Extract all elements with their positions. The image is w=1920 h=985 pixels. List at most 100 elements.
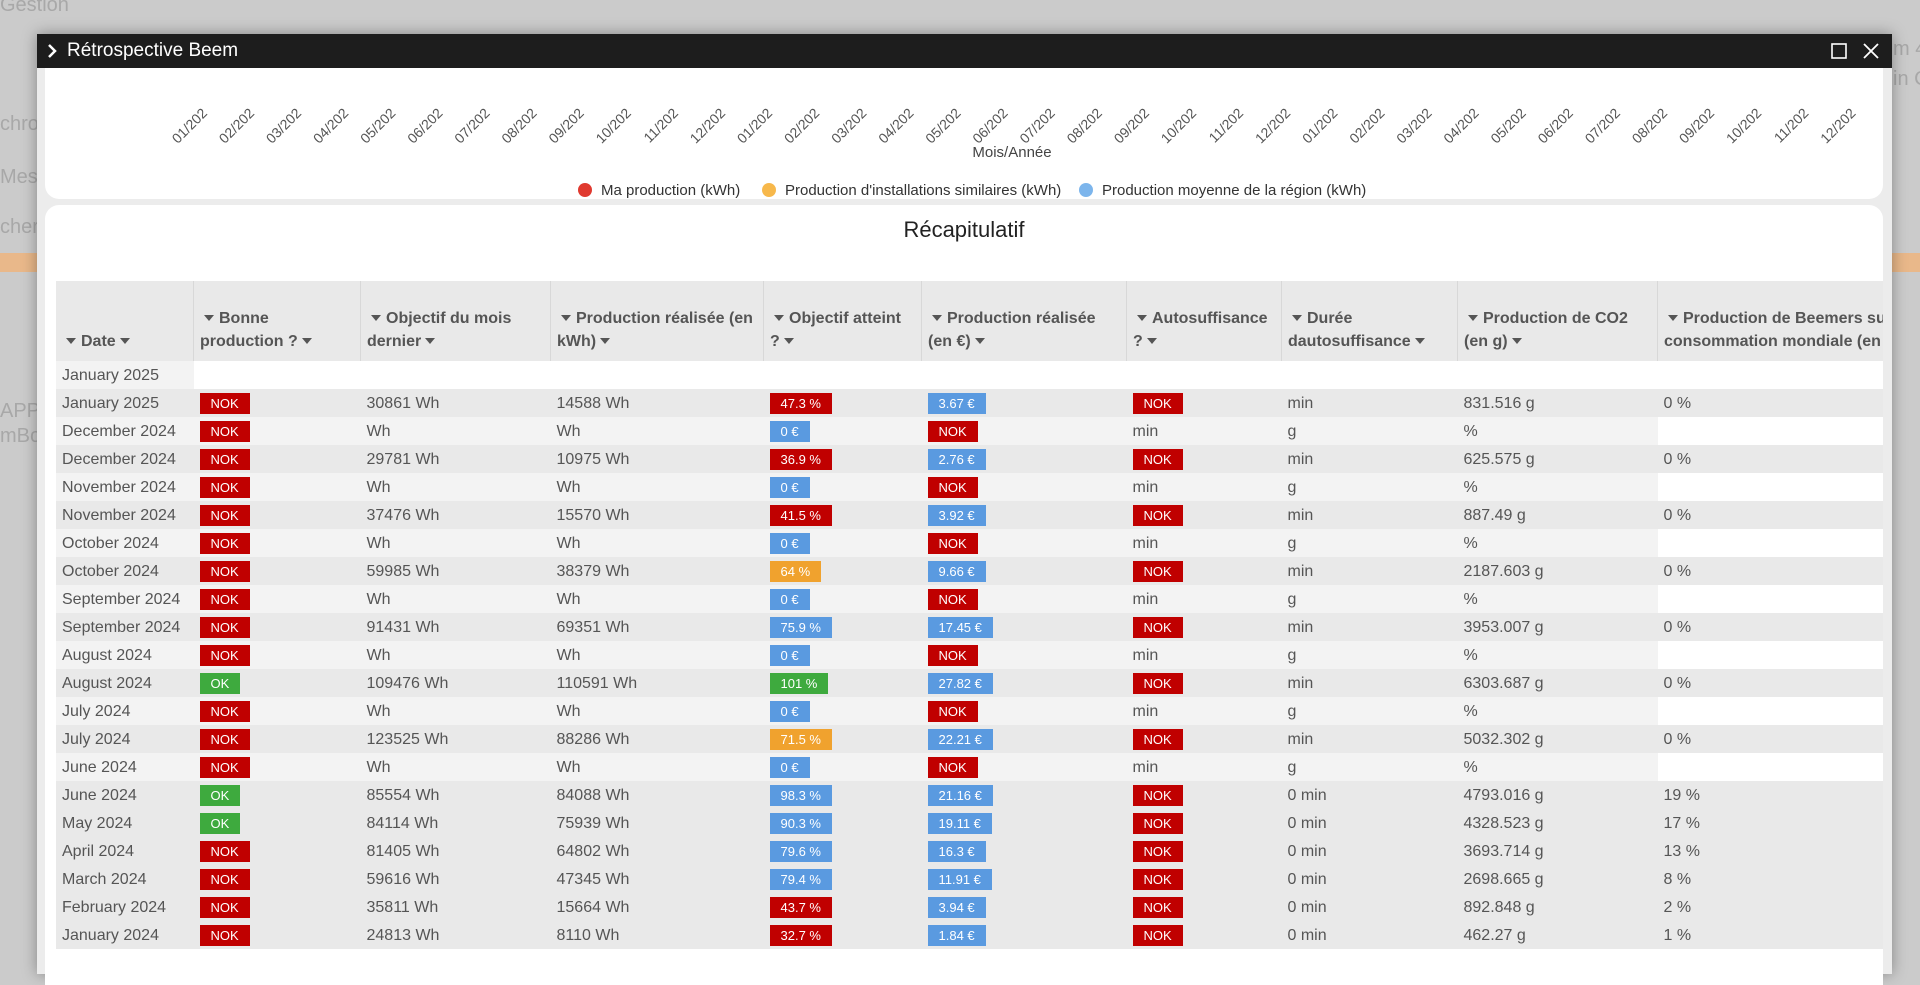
table-cell: 29781 Wh — [360, 445, 551, 473]
table-cell: Wh — [360, 473, 551, 501]
table-cell: 38379 Wh — [550, 557, 764, 585]
table-cell: NOK — [1126, 921, 1282, 949]
status-badge: 0 € — [769, 588, 810, 610]
table-cell: min — [1281, 725, 1458, 753]
empty-cell — [1657, 473, 1883, 501]
column-header[interactable]: Production réalisée (en €) — [921, 281, 1127, 361]
column-header[interactable]: Production de Beemers sur la consommatio… — [1657, 281, 1883, 361]
column-header[interactable]: Bonne production ? — [193, 281, 361, 361]
x-tick-label: 08/202 — [1629, 105, 1671, 147]
table-row: September 2024 NOK Wh Wh 0 € NOK min g% — [56, 585, 1883, 613]
table-cell: 101 % — [763, 669, 922, 697]
status-badge: 0 € — [769, 476, 810, 498]
table-cell: g — [1281, 641, 1458, 669]
sort-arrow — [932, 314, 942, 321]
status-badge: NOK — [199, 840, 250, 862]
table-cell: 91431 Wh — [360, 613, 551, 641]
table-cell: 8110 Wh — [550, 921, 764, 949]
table-cell: min — [1281, 389, 1458, 417]
close-button[interactable] — [1862, 42, 1880, 60]
column-header[interactable]: Objectif du mois dernier — [360, 281, 551, 361]
table-panel: Récapitulatif Date Bonne production ? Obje… — [45, 205, 1883, 985]
x-tick-label: 01/202 — [1299, 105, 1341, 147]
table-cell: NOK — [193, 473, 361, 501]
table-cell: 0 % — [1657, 669, 1883, 697]
maximize-button[interactable] — [1830, 42, 1848, 60]
table-cell: 79.6 % — [763, 837, 922, 865]
legend-marker — [1079, 183, 1093, 197]
column-header-label: Production de CO2 (en g) — [1464, 310, 1628, 350]
column-header-label: Production de Beemers sur la consommatio… — [1664, 310, 1883, 350]
table-cell: 2187.603 g — [1457, 557, 1658, 585]
table-cell: 3693.714 g — [1457, 837, 1658, 865]
table-cell: 109476 Wh — [360, 669, 551, 697]
table-cell: 2.76 € — [921, 445, 1127, 473]
status-badge: 41.5 % — [769, 504, 832, 526]
status-badge: 0 € — [769, 532, 810, 554]
table-cell: 15570 Wh — [550, 501, 764, 529]
x-tick-label: 02/202 — [1346, 105, 1388, 147]
table-cell: 0 € — [763, 473, 922, 501]
table-cell: 2 % — [1657, 893, 1883, 921]
table-cell: % — [1457, 753, 1658, 781]
table-cell: 41.5 % — [763, 501, 922, 529]
x-tick-label: 09/202 — [1111, 105, 1153, 147]
column-header[interactable]: Production réalisée (en kWh) — [550, 281, 764, 361]
column-header[interactable]: Durée dautosuffisance — [1281, 281, 1458, 361]
table-cell: 892.848 g — [1457, 893, 1658, 921]
table-cell: NOK — [921, 641, 1127, 669]
table-cell: Wh — [550, 473, 764, 501]
table-cell: 32.7 % — [763, 921, 922, 949]
column-header[interactable]: Production de CO2 (en g) — [1457, 281, 1658, 361]
column-header[interactable]: Date — [56, 281, 194, 361]
column-header[interactable]: Objectif atteint ? — [763, 281, 922, 361]
empty-cell — [1657, 641, 1883, 669]
table-cell: min — [1281, 501, 1458, 529]
sort-arrow — [66, 337, 76, 344]
legend-label[interactable]: Production d'installations similaires (k… — [785, 182, 1061, 199]
empty-cell — [1657, 529, 1883, 557]
x-tick-label: 08/202 — [498, 105, 540, 147]
legend-label[interactable]: Production moyenne de la région (kWh) — [1102, 182, 1366, 199]
table-cell: 10975 Wh — [550, 445, 764, 473]
table-cell: Wh — [360, 753, 551, 781]
table-cell: Wh — [550, 697, 764, 725]
column-header-label: Bonne production ? — [200, 310, 298, 350]
x-tick-label: 11/202 — [1771, 105, 1812, 146]
x-tick-label: 04/202 — [310, 105, 352, 147]
column-header[interactable]: Autosuffisance ? — [1126, 281, 1282, 361]
chart: 01/202 02/202 03/202 04/202 05/202 06/202 07/2… — [169, 105, 1859, 199]
table-cell: min — [1126, 473, 1282, 501]
table-cell: 59616 Wh — [360, 865, 551, 893]
empty-cell — [360, 361, 551, 389]
table-cell: NOK — [193, 501, 361, 529]
status-badge: 11.91 € — [927, 868, 992, 890]
date-cell: August 2024 — [56, 669, 194, 697]
empty-cell — [1657, 753, 1883, 781]
sort-arrow — [1292, 314, 1302, 321]
x-tick-label: 07/202 — [1016, 105, 1058, 147]
table-cell: min — [1126, 585, 1282, 613]
table-cell: 4793.016 g — [1457, 781, 1658, 809]
table-cell: 64 % — [763, 557, 922, 585]
table-cell: g — [1281, 697, 1458, 725]
table-row: February 2024 NOK 35811 Wh 15664 Wh 43.7 % 3.… — [56, 893, 1883, 921]
status-badge: 3.67 € — [927, 392, 986, 414]
table-cell: NOK — [1126, 501, 1282, 529]
table-cell: 887.49 g — [1457, 501, 1658, 529]
collapse-icon[interactable] — [37, 44, 67, 58]
status-badge: NOK — [927, 700, 978, 722]
table-cell: NOK — [193, 445, 361, 473]
table-row: March 2024 NOK 59616 Wh 47345 Wh 79.4 % 11.91… — [56, 865, 1883, 893]
background-text: Gestion — [0, 0, 69, 16]
sort-arrow — [1137, 314, 1147, 321]
table-cell: Wh — [360, 585, 551, 613]
table-row: October 2024 NOK Wh Wh 0 € NOK min g% — [56, 529, 1883, 557]
legend-label[interactable]: Ma production (kWh) — [601, 182, 740, 199]
x-tick-label: 10/202 — [1723, 105, 1765, 147]
column-header-label: Objectif atteint ? — [770, 310, 902, 350]
table-cell: NOK — [921, 697, 1127, 725]
table-cell: 0 min — [1281, 781, 1458, 809]
table-cell: 0 min — [1281, 837, 1458, 865]
table-title: Récapitulatif — [903, 217, 1025, 242]
